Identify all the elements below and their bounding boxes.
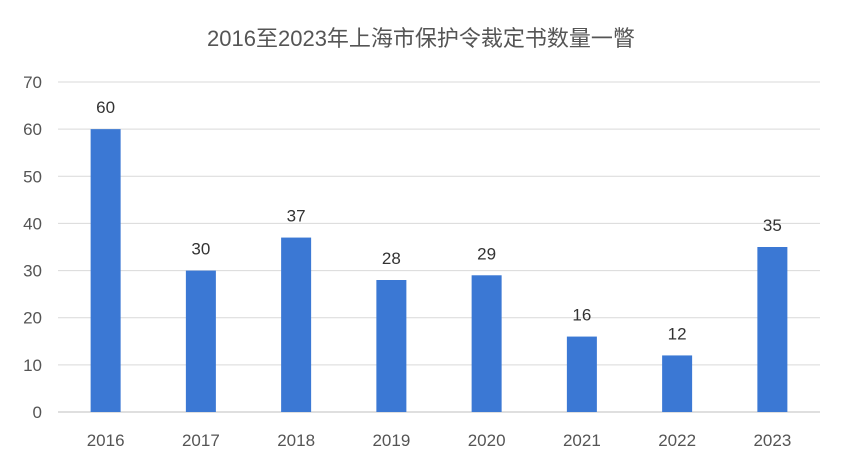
y-tick-label: 10 xyxy=(23,356,42,375)
bar-2023 xyxy=(757,247,788,412)
bar-2016 xyxy=(90,129,121,412)
data-label: 28 xyxy=(382,249,401,268)
y-tick-label: 30 xyxy=(23,262,42,281)
data-label: 30 xyxy=(191,240,210,259)
x-tick-label: 2019 xyxy=(372,431,410,450)
y-tick-label: 70 xyxy=(23,73,42,92)
x-tick-label: 2023 xyxy=(753,431,791,450)
data-label: 60 xyxy=(96,98,115,117)
x-tick-label: 2020 xyxy=(468,431,506,450)
x-axis-ticks: 2016 2017 2018 2019 2020 2021 2022 2023 xyxy=(87,431,792,450)
data-labels: 60 30 37 28 29 16 12 35 xyxy=(96,98,782,343)
y-tick-label: 0 xyxy=(33,403,42,422)
bar-2019 xyxy=(376,280,407,412)
chart-title: 2016至2023年上海市保护令裁定书数量一瞥 xyxy=(207,26,635,51)
x-tick-label: 2016 xyxy=(87,431,125,450)
bar-2021 xyxy=(566,336,597,412)
bar-2017 xyxy=(185,270,216,412)
data-label: 35 xyxy=(763,216,782,235)
gridlines xyxy=(58,81,820,413)
bar-2018 xyxy=(281,237,312,412)
data-label: 12 xyxy=(668,324,687,343)
bar-2022 xyxy=(662,355,693,412)
y-tick-label: 60 xyxy=(23,120,42,139)
x-tick-label: 2022 xyxy=(658,431,696,450)
data-label: 16 xyxy=(572,306,591,325)
y-tick-label: 50 xyxy=(23,167,42,186)
y-tick-label: 20 xyxy=(23,309,42,328)
y-tick-label: 40 xyxy=(23,214,42,233)
x-tick-label: 2021 xyxy=(563,431,601,450)
bar-2020 xyxy=(471,275,502,412)
x-tick-label: 2017 xyxy=(182,431,220,450)
data-label: 29 xyxy=(477,244,496,263)
data-label: 37 xyxy=(287,207,306,226)
y-axis-ticks: 0 10 20 30 40 50 60 70 xyxy=(23,73,42,422)
x-tick-label: 2018 xyxy=(277,431,315,450)
bars xyxy=(90,129,788,412)
